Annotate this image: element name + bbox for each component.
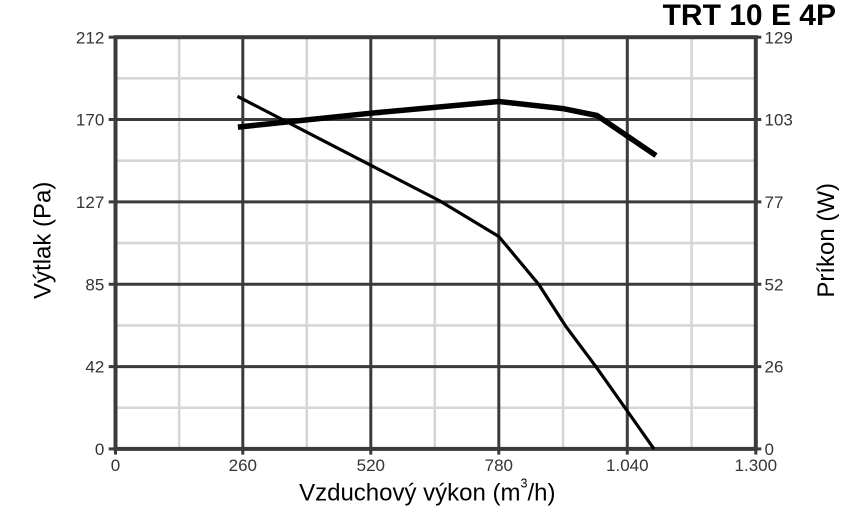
svg-text:0: 0 [95, 440, 104, 459]
svg-text:0: 0 [111, 456, 120, 475]
svg-text:260: 260 [229, 456, 257, 475]
svg-text:Príkon (W): Príkon (W) [813, 183, 840, 298]
svg-text:170: 170 [76, 111, 104, 130]
svg-text:52: 52 [765, 275, 784, 294]
svg-text:Výtlak (Pa): Výtlak (Pa) [30, 182, 57, 299]
svg-text:1.040: 1.040 [606, 456, 649, 475]
svg-text:85: 85 [85, 275, 104, 294]
svg-text:520: 520 [357, 456, 385, 475]
svg-text:77: 77 [765, 193, 784, 212]
svg-text:127: 127 [76, 193, 104, 212]
svg-text:103: 103 [765, 111, 793, 130]
svg-text:26: 26 [765, 358, 784, 377]
svg-text:780: 780 [485, 456, 513, 475]
svg-text:212: 212 [76, 28, 104, 47]
svg-text:1.300: 1.300 [735, 456, 778, 475]
svg-text:129: 129 [765, 28, 793, 47]
svg-text:Vzduchový výkon (m3/h): Vzduchový výkon (m3/h) [299, 476, 555, 506]
svg-text:0: 0 [765, 440, 774, 459]
svg-text:TRT 10 E 4P: TRT 10 E 4P [663, 0, 836, 32]
svg-text:42: 42 [85, 358, 104, 377]
